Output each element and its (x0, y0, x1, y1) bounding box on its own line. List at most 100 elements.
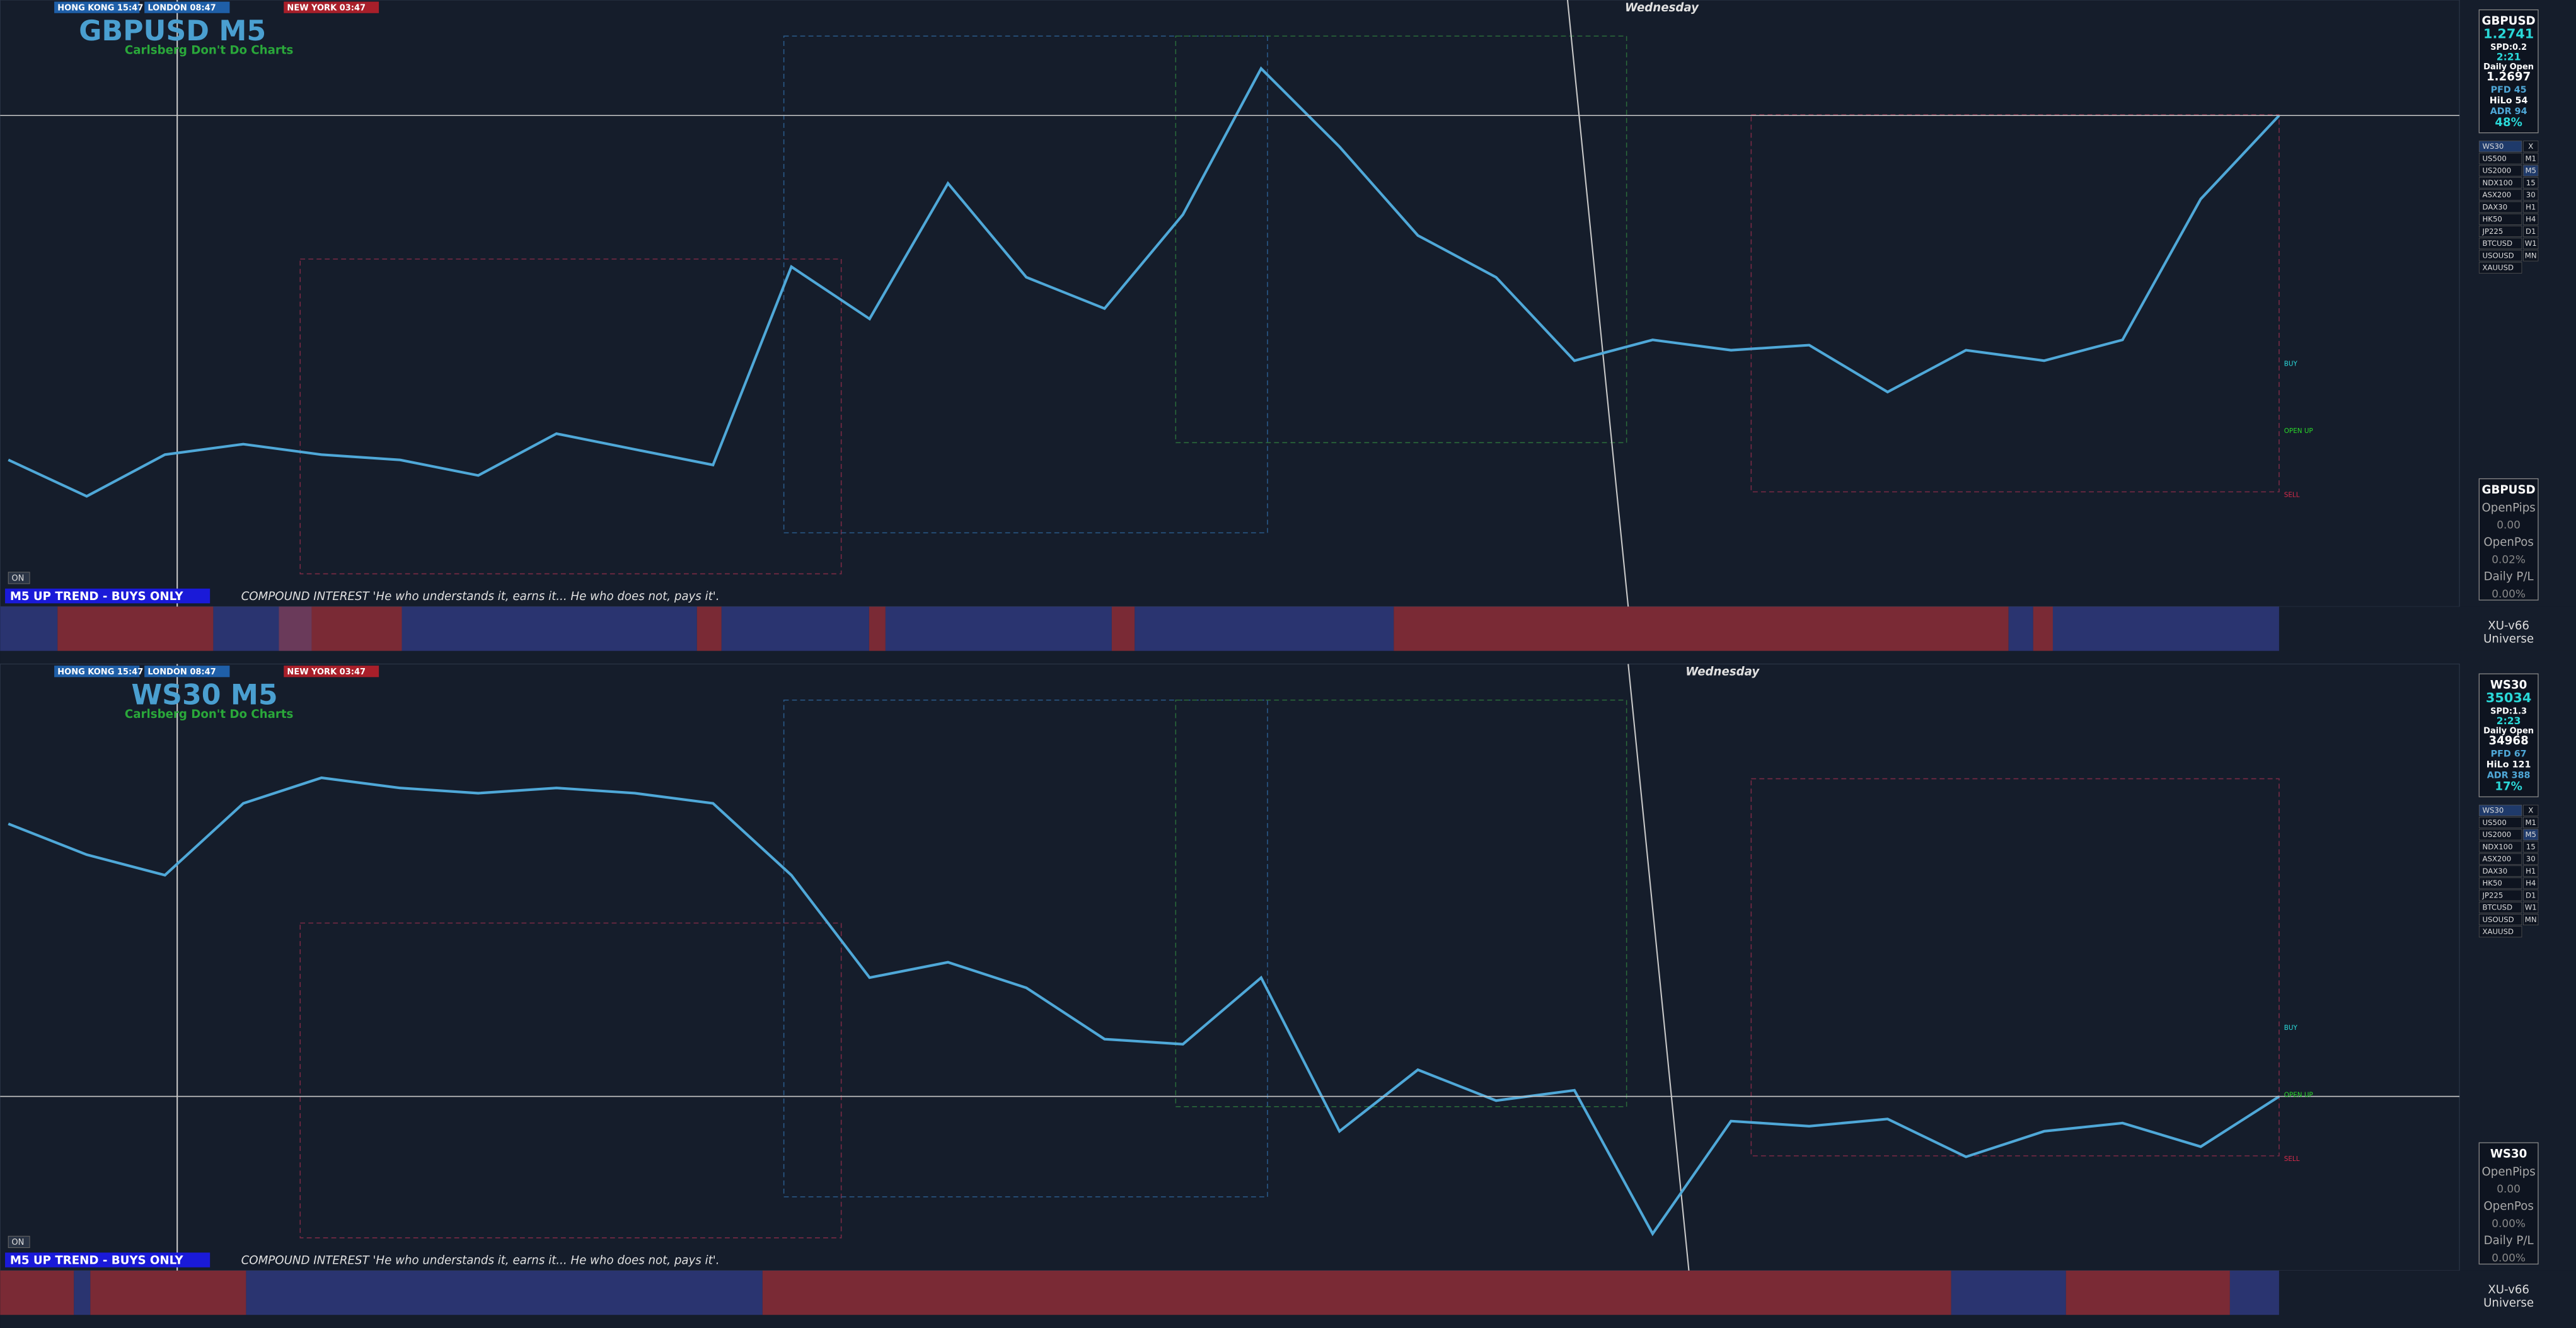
trend-strip (57, 606, 214, 651)
timeframe-button[interactable] (2523, 213, 2539, 225)
info-price: 35034 (2486, 690, 2531, 705)
trend-strip (721, 606, 869, 651)
toggle (8, 1235, 30, 1249)
account-row: OpenPos (2483, 1200, 2533, 1213)
symbol-button[interactable] (2478, 250, 2522, 262)
symbol-button[interactable] (2478, 817, 2522, 829)
symbol-button[interactable] (2478, 141, 2522, 153)
trend-strip (762, 1270, 1951, 1315)
timeframe-button[interactable] (2523, 238, 2539, 250)
zone-box (1750, 778, 2280, 1157)
price-line (8, 66, 2280, 498)
symbol-button[interactable] (2478, 865, 2522, 877)
symbol-name: JP225 (2481, 891, 2503, 899)
symbol-button[interactable] (2478, 177, 2522, 189)
info-symbol: GBPUSD (2482, 14, 2536, 28)
symbol-name: US2000 (2482, 166, 2511, 175)
info-stat: PFD 67 (2491, 749, 2527, 759)
timeframe-name: X (2528, 806, 2533, 815)
symbol-name: ASX200 (2482, 855, 2511, 863)
timeframe-button[interactable] (2523, 841, 2539, 853)
symbol-name: US2000 (2482, 830, 2511, 839)
symbol-button[interactable] (2478, 829, 2522, 841)
symbol-button[interactable] (2478, 853, 2522, 865)
timeframe-button[interactable] (2523, 829, 2539, 841)
symbol-button[interactable] (2478, 165, 2522, 176)
info-stat: PFD 45 (2491, 85, 2527, 95)
symbol-name: USOUSD (2482, 251, 2514, 260)
timeframe-button[interactable] (2523, 914, 2539, 926)
timeframe-name: MN (2525, 251, 2537, 260)
timeframe-button[interactable] (2523, 177, 2539, 189)
timeframe-button[interactable] (2523, 141, 2539, 153)
info-open: 1.2697 (2486, 70, 2531, 83)
session-clock: NEW YORK 03:47 (287, 667, 366, 677)
timeframe-button[interactable] (2523, 250, 2539, 262)
clock-badge (54, 666, 140, 678)
clock-badge (144, 1, 230, 13)
timeframe-button[interactable] (2523, 877, 2539, 889)
timeframe-button[interactable] (2523, 189, 2539, 201)
symbol-name: WS30 (2482, 142, 2504, 151)
symbol-name: USOUSD (2482, 915, 2514, 924)
session-clock: LONDON 08:47 (147, 4, 216, 13)
trend-strip (311, 606, 402, 651)
account-row: 0.00% (2492, 587, 2526, 600)
zone-box (299, 922, 842, 1239)
info-timer: 2:23 (2497, 715, 2521, 727)
account-box (2478, 1142, 2539, 1265)
symbol-button[interactable] (2478, 889, 2522, 901)
timeframe-button[interactable] (2523, 889, 2539, 901)
symbol-name: US500 (2482, 154, 2506, 163)
symbol-button[interactable] (2478, 226, 2522, 238)
symbol-name: US500 (2482, 818, 2506, 827)
symbol-button[interactable] (2478, 804, 2522, 816)
clock-badge (54, 1, 140, 13)
symbol-button[interactable] (2478, 262, 2522, 274)
info-spread: SPD:0.2 (2490, 43, 2527, 52)
timeframe-button[interactable] (2523, 153, 2539, 165)
symbol-button[interactable] (2478, 877, 2522, 889)
info-open: 34968 (2488, 734, 2528, 748)
timeframe-button[interactable] (2523, 201, 2539, 213)
chart-subtitle: Carlsberg Don't Do Charts (125, 44, 293, 57)
timeframe-name: D1 (2526, 891, 2536, 899)
symbol-button[interactable] (2478, 153, 2522, 165)
info-spread: SPD:1.3 (2490, 707, 2527, 716)
symbol-button[interactable] (2478, 841, 2522, 853)
info-box (2478, 9, 2539, 134)
symbol-button[interactable] (2478, 238, 2522, 250)
account-row: 0.00 (2497, 519, 2521, 531)
timeframe-button[interactable] (2523, 901, 2539, 913)
trend-strip (1394, 606, 2009, 651)
symbol-button[interactable] (2478, 189, 2522, 201)
level-label: OPEN UP (2284, 1092, 2313, 1099)
timeframe-button[interactable] (2523, 165, 2539, 176)
account-row: 0.00% (2492, 1251, 2526, 1264)
symbol-button[interactable] (2478, 201, 2522, 213)
symbol-name: ASX200 (2482, 190, 2511, 199)
timeframe-button[interactable] (2523, 817, 2539, 829)
symbol-name: HK50 (2482, 879, 2502, 887)
indicator-label: Universe (2483, 632, 2534, 645)
symbol-name: XAUUSD (2482, 263, 2514, 272)
symbol-button[interactable] (2478, 213, 2522, 225)
timeframe-name: 15 (2526, 842, 2536, 851)
timeframe-button[interactable] (2523, 804, 2539, 816)
info-stat: HiLo 121 (2486, 759, 2531, 770)
symbol-name: BTCUSD (2482, 239, 2512, 248)
info-stat: HiLo 54 (2490, 96, 2528, 106)
timeframe-button[interactable] (2523, 865, 2539, 877)
symbol-button[interactable] (2478, 901, 2522, 913)
clock-badge (284, 1, 379, 13)
trend-strip (401, 606, 697, 651)
level-label: BUY (2284, 1024, 2298, 1032)
timeframe-button[interactable] (2523, 226, 2539, 238)
timeframe-button[interactable] (2523, 853, 2539, 865)
symbol-button[interactable] (2478, 926, 2522, 938)
symbol-button[interactable] (2478, 914, 2522, 926)
timeframe-name: W1 (2525, 903, 2537, 912)
timeframe-name: 15 (2526, 178, 2536, 187)
